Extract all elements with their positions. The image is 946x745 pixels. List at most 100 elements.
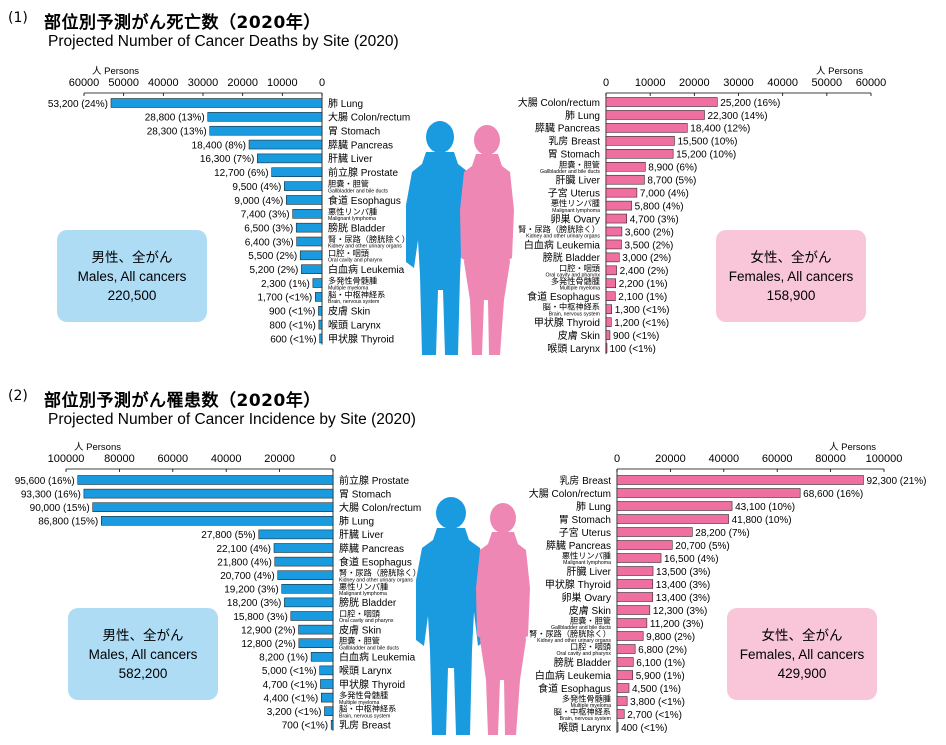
section-1-number: (1) <box>8 10 28 26</box>
tick-label: 50000 <box>108 77 139 89</box>
site-label-en: Kidney and other urinary organs <box>339 577 413 583</box>
bar <box>605 265 617 276</box>
site-label-ja: 胆嚢・胆管 <box>570 616 611 626</box>
male-figure-icon <box>416 497 486 735</box>
data-label: 93,300 (16%) <box>21 489 81 500</box>
bar <box>616 683 630 693</box>
site-label-en: Kidney and other urinary organs <box>537 638 611 644</box>
tick-label: 10000 <box>267 77 298 89</box>
data-label: 700 (<1%) <box>282 721 328 732</box>
data-label: 5,800 (4%) <box>635 201 684 212</box>
bar <box>110 98 323 108</box>
bar <box>605 174 645 185</box>
site-label-en: Malignant lymphoma <box>339 591 387 597</box>
bar <box>616 553 662 563</box>
bar <box>605 291 616 301</box>
data-label: 8,200 (1%) <box>259 653 308 664</box>
data-label: 86,800 (15%) <box>38 517 98 528</box>
tick-label: 100000 <box>48 453 85 465</box>
male-total-ja: 男性、全がん <box>102 627 184 643</box>
site-label-ja: 多発性骨髄腫 <box>551 276 600 286</box>
site-label-ja: 脳・中枢神経系 <box>554 707 611 717</box>
site-label: 喉頭 Larynx <box>547 343 600 355</box>
data-label: 18,400 (12%) <box>690 124 750 135</box>
site-label-en: Brain, nervous system <box>560 716 611 722</box>
site-label: 白血病 Leukemia <box>524 238 601 251</box>
site-label: 喉頭 Larynx <box>339 665 392 677</box>
data-label: 20,700 (4%) <box>220 571 274 582</box>
site-label-ja: 腎・尿路（膀胱除く） <box>328 234 410 244</box>
site-label: 喉頭 Larynx <box>328 319 381 331</box>
tick-label: 20000 <box>264 453 295 465</box>
site-label: 肺 Lung <box>328 98 363 110</box>
site-label: 肺 Lung <box>565 110 600 122</box>
site-label-en: Multiple myeloma <box>571 703 611 709</box>
site-label-en: Brain, nervous system <box>549 311 600 317</box>
site-label-en: Gallbladder and bile ducts <box>328 188 388 194</box>
data-label: 21,800 (4%) <box>217 557 271 568</box>
bar <box>616 657 634 667</box>
site-label-ja: 悪性リンパ腫 <box>562 551 611 561</box>
female-total-en: Females, All cancers <box>739 646 865 662</box>
data-label: 7,000 (4%) <box>640 188 689 199</box>
female-figure-icon <box>476 503 530 735</box>
tick-label: 80000 <box>815 453 846 465</box>
site-label: 白血病 Leukemia <box>339 651 416 664</box>
bar <box>286 195 323 205</box>
site-label: 大腸 Colon/rectum <box>518 96 600 109</box>
bar <box>605 123 688 133</box>
bar <box>605 343 608 353</box>
tick-label: 10000 <box>635 77 666 89</box>
data-label: 1,300 (<1%) <box>615 305 670 316</box>
bar <box>605 136 675 146</box>
site-label-en: Gallbladder and bile ducts <box>551 625 611 631</box>
site-label: 大腸 Colon/rectum <box>529 487 611 500</box>
bar <box>616 501 733 511</box>
data-label: 2,700 (<1%) <box>627 710 682 721</box>
bar <box>257 153 323 164</box>
tick-label: 60000 <box>69 77 100 89</box>
data-label: 9,000 (4%) <box>234 196 283 207</box>
data-label: 9,500 (4%) <box>232 182 281 193</box>
bar <box>605 252 620 263</box>
data-label: 27,800 (5%) <box>201 530 255 541</box>
tick-label: 50000 <box>812 77 843 89</box>
bar <box>271 167 323 177</box>
site-label-ja: 悪性リンパ腫 <box>339 581 388 591</box>
bar <box>207 112 323 122</box>
data-label: 43,100 (10%) <box>735 502 795 513</box>
data-label: 20,700 (5%) <box>675 541 729 552</box>
site-label-ja: 口腔・咽頭 <box>559 263 600 273</box>
bar <box>312 278 323 288</box>
bar <box>605 317 612 327</box>
bar <box>290 611 334 621</box>
data-label: 95,600 (16%) <box>15 476 75 487</box>
site-label-en: Multiple myeloma <box>339 700 379 706</box>
data-label: 6,400 (3%) <box>245 237 294 248</box>
data-label: 6,800 (2%) <box>638 645 687 656</box>
tick-label: 0 <box>603 77 609 89</box>
tick-label: 60000 <box>762 453 793 465</box>
bar <box>605 278 616 289</box>
site-label: 乳房 Breast <box>339 719 391 732</box>
site-label: 甲状腺 Thyroid <box>534 316 600 329</box>
bar <box>319 665 334 676</box>
site-label-ja: 腎・尿路（膀胱除く） <box>529 629 611 639</box>
bar <box>605 226 623 237</box>
site-label: 膵臓 Pancreas <box>546 540 611 552</box>
bar <box>605 162 646 172</box>
bar <box>301 264 323 274</box>
data-label: 22,300 (14%) <box>707 111 767 122</box>
female-total-en: Females, All cancers <box>728 268 854 284</box>
data-label: 2,400 (2%) <box>620 266 669 277</box>
site-label-ja: 口腔・咽頭 <box>339 609 380 619</box>
data-label: 900 (<1%) <box>613 331 659 342</box>
female-total-value: 429,900 <box>777 665 827 681</box>
site-label: 膀胱 Bladder <box>543 251 601 264</box>
data-label: 28,300 (13%) <box>147 127 207 138</box>
bar <box>616 618 648 628</box>
bar <box>616 579 654 589</box>
site-label-en: Oral cavity and pharynx <box>546 273 601 279</box>
